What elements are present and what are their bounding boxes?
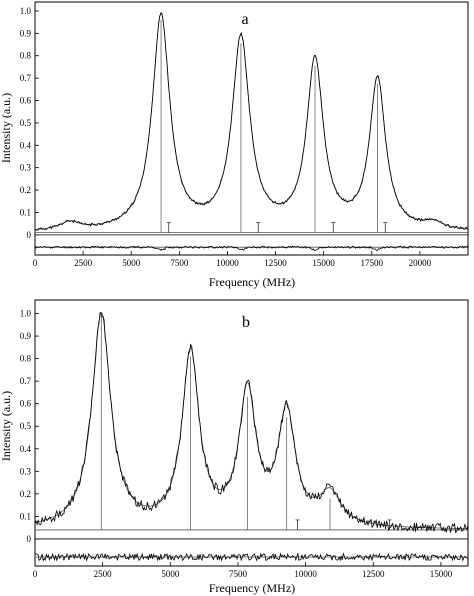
b-y-tick-label: 0.9 [20, 331, 32, 341]
b-observed-trace [34, 311, 469, 534]
panel-a: a Frequency (MHz) Intensity (a.u.) 0 2500… [0, 1, 469, 289]
a-x-tick-label: 20000 [409, 258, 432, 268]
b-x-tick-label: 10000 [294, 569, 317, 579]
a-x-tick-label: 17500 [361, 258, 384, 268]
b-y-tick-label: 0 [27, 534, 32, 544]
panel-b: b Frequency (MHz) Intensity (a.u.) 0 2500… [0, 299, 469, 595]
b-x-tick-label: 2500 [94, 569, 113, 579]
panel-b-label: b [242, 314, 250, 331]
a-x-tick-label: 15000 [312, 258, 335, 268]
panel-a-frame [34, 1, 469, 256]
b-y-tick-label: 0.1 [20, 511, 31, 521]
b-x-tick-label: 12500 [362, 569, 385, 579]
b-x-tick-label: 7500 [229, 569, 248, 579]
panel-b-frame [34, 299, 469, 567]
b-y-tick-label: 0.3 [20, 466, 32, 476]
a-y-tick-label: 0.9 [20, 28, 32, 38]
a-y-tick-label: 0 [27, 230, 32, 240]
a-y-tick-label: 0.8 [20, 51, 32, 61]
a-x-tick-label: 0 [33, 258, 38, 268]
a-x-tick-label: 7500 [170, 258, 189, 268]
a-observed-trace [34, 12, 469, 231]
a-y-tick-label: 0.1 [20, 207, 31, 217]
b-residual-trace [34, 552, 469, 562]
b-y-tick-label: 0.4 [20, 444, 32, 454]
b-x-tick-label: 5000 [161, 569, 180, 579]
panel-b-x-axis-title: Frequency (MHz) [209, 581, 295, 595]
a-y-tick-label: 0.4 [20, 140, 32, 150]
b-x-tick-label: 0 [33, 569, 38, 579]
a-y-tick-label: 0.7 [20, 73, 32, 83]
a-y-tick-label: 0.6 [20, 96, 32, 106]
b-y-tick-label: 0.7 [20, 376, 32, 386]
b-fit-curve [34, 312, 468, 529]
a-x-tick-label: 12500 [264, 258, 287, 268]
b-y-tick-label: 0.5 [20, 421, 32, 431]
a-residual-trace [34, 245, 469, 252]
panel-a-x-axis-title: Frequency (MHz) [209, 275, 295, 289]
panel-a-label: a [241, 11, 248, 28]
panel-a-y-axis-title: Intensity (a.u.) [0, 93, 13, 163]
b-y-tick-label: 1.0 [20, 309, 32, 319]
a-x-tick-label: 10000 [216, 258, 239, 268]
a-x-tick-label: 2500 [74, 258, 93, 268]
b-y-tick-label: 0.8 [20, 354, 32, 364]
b-y-tick-label: 0.6 [20, 399, 32, 409]
a-y-tick-label: 0.2 [20, 185, 31, 195]
a-x-tick-label: 5000 [122, 258, 141, 268]
b-y-tick-label: 0.2 [20, 489, 31, 499]
panel-b-y-axis-title: Intensity (a.u.) [0, 391, 13, 461]
a-y-tick-label: 0.3 [20, 163, 32, 173]
b-x-tick-label: 15000 [430, 569, 453, 579]
a-fit-curve [34, 12, 469, 230]
a-y-tick-label: 1.0 [20, 6, 32, 16]
a-y-tick-label: 0.5 [20, 118, 32, 128]
